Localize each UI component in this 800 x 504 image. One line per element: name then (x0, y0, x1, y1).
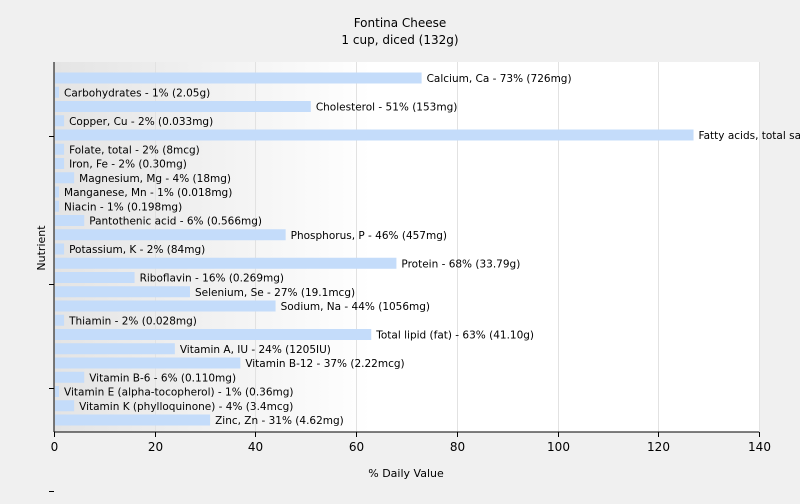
bar-label: Fatty acids, total saturated - 127% (25.… (699, 130, 800, 142)
bar (55, 272, 135, 283)
bar (55, 229, 286, 241)
bar (55, 72, 422, 84)
bar-label: Copper, Cu - 2% (0.033mg) (69, 116, 213, 128)
x-tick-label: 120 (647, 440, 670, 454)
x-axis-label: % Daily Value (368, 467, 444, 480)
bar (55, 143, 65, 155)
bar (55, 86, 60, 98)
bar (55, 101, 311, 112)
bar (55, 158, 65, 169)
x-tick-label: 40 (248, 440, 263, 454)
chart-subtitle: 1 cup, diced (132g) (341, 33, 458, 47)
bar-label: Total lipid (fat) - 63% (41.10g) (375, 330, 534, 342)
bar (55, 115, 65, 127)
bar (55, 300, 276, 312)
x-tick-label: 0 (51, 440, 59, 454)
bar-label: Selenium, Se - 27% (19.1mcg) (195, 287, 355, 299)
bar-label: Pantothenic acid - 6% (0.566mg) (89, 216, 262, 228)
bar-label: Folate, total - 2% (8mcg) (69, 144, 200, 156)
bar (55, 329, 372, 340)
x-tick-label: 140 (748, 440, 771, 454)
bar (55, 343, 175, 355)
bar-label: Vitamin A, IU - 24% (1205IU) (180, 344, 331, 356)
bar (55, 257, 397, 269)
bar-label: Manganese, Mn - 1% (0.018mg) (64, 187, 232, 199)
bar (55, 215, 85, 226)
x-tick-label: 100 (547, 440, 570, 454)
bar-label: Cholesterol - 51% (153mg) (316, 102, 458, 114)
bar (55, 200, 60, 212)
bar-label: Vitamin B-6 - 6% (0.110mg) (89, 372, 236, 384)
bar-label: Vitamin K (phylloquinone) - 4% (3.4mcg) (79, 401, 293, 413)
bar-label: Potassium, K - 2% (84mg) (69, 244, 205, 256)
y-axis-label: Nutrient (35, 225, 48, 271)
bar-label: Phosphorus, P - 46% (457mg) (291, 230, 447, 242)
bar-label: Iron, Fe - 2% (0.30mg) (69, 159, 187, 171)
x-tick-label: 60 (349, 440, 364, 454)
bar (55, 172, 75, 184)
bar (55, 243, 65, 255)
bar (55, 400, 75, 412)
bar-label: Niacin - 1% (0.198mg) (64, 201, 182, 213)
plot-area (54, 62, 759, 432)
bar-label: Vitamin B-12 - 37% (2.22mcg) (245, 358, 404, 370)
bar-label: Thiamin - 2% (0.028mg) (68, 315, 197, 327)
bar (55, 314, 65, 326)
bar (55, 357, 241, 369)
bar-label: Sodium, Na - 44% (1056mg) (281, 301, 430, 313)
bar-label: Magnesium, Mg - 4% (18mg) (79, 173, 231, 185)
bar (55, 414, 211, 426)
bar-label: Riboflavin - 16% (0.269mg) (140, 273, 284, 285)
bar-label: Carbohydrates - 1% (2.05g) (64, 87, 210, 99)
x-tick-label: 20 (148, 440, 163, 454)
bar-label: Calcium, Ca - 73% (726mg) (427, 73, 572, 85)
bar (55, 386, 60, 397)
bar (55, 186, 60, 198)
bar (55, 286, 190, 298)
bar-label: Vitamin E (alpha-tocopherol) - 1% (0.36m… (64, 387, 294, 399)
bar-label: Protein - 68% (33.79g) (401, 258, 520, 270)
bar (55, 371, 85, 383)
x-tick-label: 80 (450, 440, 465, 454)
bar (55, 129, 694, 141)
bar-label: Zinc, Zn - 31% (4.62mg) (215, 415, 344, 427)
chart-title: Fontina Cheese (354, 16, 447, 30)
